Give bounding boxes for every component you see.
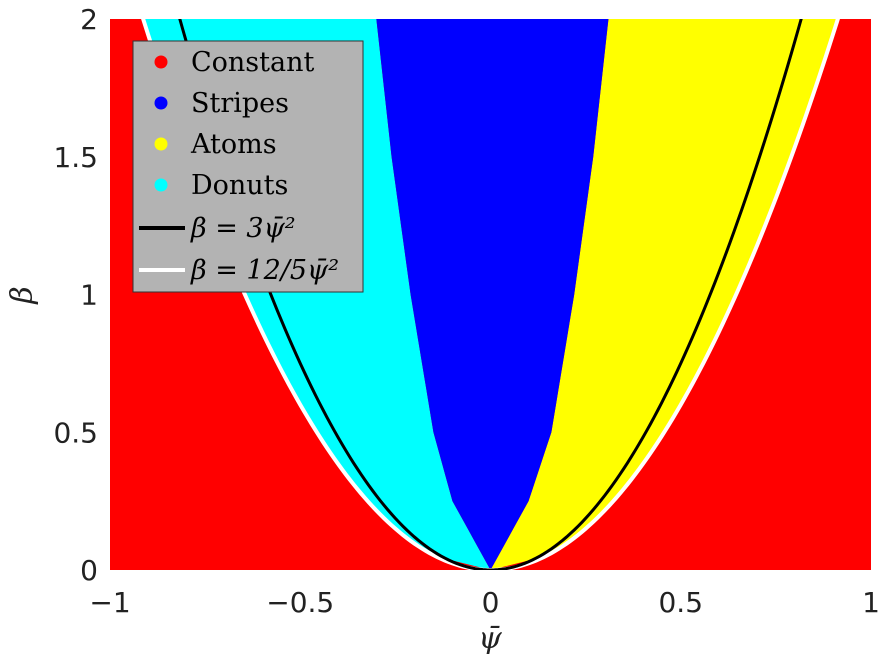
x-tick-label: −1	[89, 586, 130, 619]
x-tick-label: 1	[862, 586, 880, 619]
y-tick-label: 0	[80, 554, 98, 587]
legend-entry: Donuts	[154, 170, 288, 201]
legend-swatch	[154, 178, 168, 192]
x-axis-label: ψ̄	[478, 621, 502, 656]
legend-label: β = 3ψ̄²	[190, 213, 296, 244]
x-tick-label: 0	[482, 586, 500, 619]
y-tick-label: 1	[80, 279, 98, 312]
legend-entry: Constant	[154, 47, 314, 78]
y-axis-label: β	[5, 286, 40, 304]
y-tick-label: 1.5	[53, 141, 98, 174]
x-tick-label: 0.5	[658, 586, 703, 619]
y-tick-label: 0.5	[53, 416, 98, 449]
legend-entry: β = 12/5ψ̄²	[139, 255, 339, 286]
legend: Constant Stripes Atoms Donuts β = 3ψ̄² β = 12…	[132, 40, 364, 293]
y-tick-labels: 0 0.5 1 1.5 2	[53, 3, 98, 587]
x-tick-labels: −1 −0.5 0 0.5 1	[89, 586, 880, 619]
legend-swatch	[154, 55, 168, 69]
legend-label: Donuts	[191, 170, 288, 201]
legend-entry: Atoms	[154, 129, 277, 160]
x-tick-label: −0.5	[266, 586, 334, 619]
legend-entry: Stripes	[154, 88, 289, 119]
legend-box	[132, 40, 364, 293]
legend-swatch	[154, 137, 168, 151]
legend-label: Atoms	[190, 129, 277, 160]
plot-area	[110, 19, 871, 570]
legend-label: Constant	[191, 47, 314, 78]
region-stripes	[376, 19, 609, 570]
y-tick-label: 2	[80, 3, 98, 36]
legend-label: β = 12/5ψ̄²	[190, 255, 339, 286]
legend-entry: β = 3ψ̄²	[139, 213, 296, 244]
legend-label: Stripes	[191, 88, 289, 119]
legend-swatch	[154, 96, 168, 110]
region-atoms	[490, 19, 838, 570]
